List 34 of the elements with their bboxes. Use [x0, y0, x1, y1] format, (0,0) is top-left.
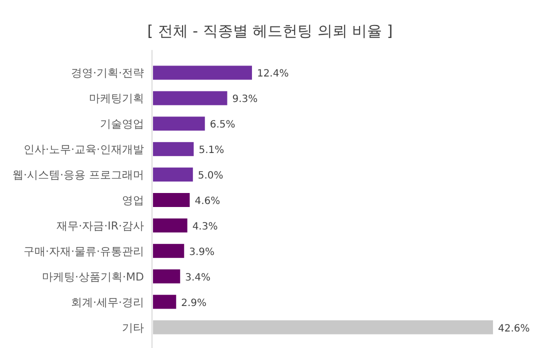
- bar: [153, 168, 193, 182]
- y-tick-label: 기술영업: [100, 118, 144, 131]
- bar: [153, 91, 228, 106]
- bar: [153, 294, 176, 309]
- y-tick-label: 기타: [122, 321, 144, 334]
- y-tick-label: 마케팅·상품기획·MD: [42, 270, 144, 284]
- chart-title: [ 전체 - 직종별 헤드헌팅 의뢰 비율 ]: [147, 22, 393, 40]
- data-label: 5.1%: [198, 145, 224, 156]
- data-label: 2.9%: [181, 298, 207, 309]
- data-label: 3.9%: [189, 246, 215, 258]
- y-tick-label: 구매·자재·물류·유통관리: [24, 244, 144, 258]
- y-tick-label: 재무·자금·IR·감사: [56, 219, 144, 232]
- data-label: 4.6%: [194, 196, 220, 207]
- bar: [153, 320, 493, 334]
- data-label: 42.6%: [498, 323, 530, 334]
- bar: [153, 142, 194, 156]
- data-label: 3.4%: [185, 272, 211, 284]
- y-tick-label: 인사·노무·교육·인재개발: [24, 143, 144, 156]
- data-label: 12.4%: [256, 68, 289, 80]
- bar: [153, 66, 252, 80]
- bar: [153, 218, 188, 232]
- y-tick-label: 경영·기획·전략: [71, 66, 144, 80]
- data-label: 9.3%: [232, 94, 258, 106]
- y-tick-label: 웹·시스템·응용 프로그래머: [12, 168, 144, 182]
- data-label: 4.3%: [192, 221, 218, 232]
- y-tick-label: 회계·세무·경리: [71, 296, 144, 309]
- bar: [153, 244, 184, 258]
- bar: [153, 269, 180, 284]
- y-tick-label: 영업: [122, 194, 144, 207]
- bar: [153, 193, 190, 207]
- data-label: 5.0%: [198, 170, 224, 182]
- bar: [153, 116, 205, 131]
- y-tick-label: 마케팅기획: [89, 92, 144, 106]
- data-label: 6.5%: [210, 120, 236, 131]
